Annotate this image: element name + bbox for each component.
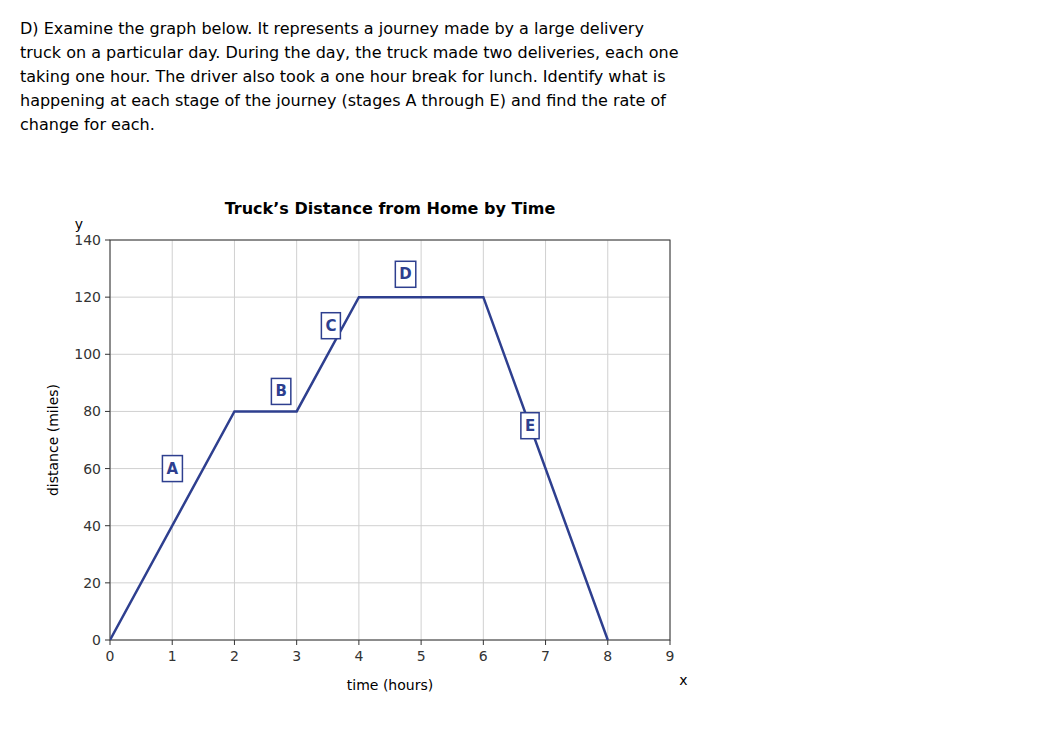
text-line: change for each.: [20, 115, 155, 134]
grid-line-y: [110, 411, 670, 412]
chart-title: Truck’s Distance from Home by Time: [225, 199, 556, 218]
tick-label-x: 9: [666, 648, 675, 664]
text-line: D) Examine the graph below. It represent…: [20, 19, 644, 38]
stage-label: C: [325, 317, 336, 335]
grid-line-x: [296, 240, 297, 640]
x-axis-label: time (hours): [347, 677, 433, 693]
text-line: taking one hour. The driver also took a …: [20, 67, 666, 86]
stage-label: A: [166, 460, 178, 478]
stage-label-group: D: [395, 261, 415, 287]
tick-label-y: 80: [83, 403, 101, 419]
stage-box: [321, 313, 340, 339]
stage-label-group: A: [162, 456, 182, 482]
stage-label-group: B: [271, 378, 290, 404]
tick-label-y: 100: [74, 346, 101, 362]
text-line: happening at each stage of the journey (…: [20, 91, 666, 110]
tick-label-x: 0: [106, 648, 115, 664]
tick-label-y: 0: [92, 632, 101, 648]
stage-label: B: [275, 382, 286, 400]
tick-x: [607, 640, 608, 645]
stage-box: [521, 413, 539, 439]
stage-label: D: [399, 265, 411, 283]
tick-x: [296, 640, 297, 645]
plot-frame: [110, 240, 670, 640]
data-group: [110, 297, 608, 640]
grid: [110, 240, 670, 640]
tick-y: [105, 297, 110, 298]
grid-line-x: [421, 240, 422, 640]
tick-x: [545, 640, 546, 645]
grid-line-x: [234, 240, 235, 640]
tick-y: [105, 354, 110, 355]
data-line: [110, 297, 608, 640]
grid-line-y: [110, 525, 670, 526]
tick-label-x: 8: [603, 648, 612, 664]
grid-line-y: [110, 354, 670, 355]
tick-y: [105, 240, 110, 241]
stage-label-group: E: [521, 413, 539, 439]
text-line: truck on a particular day. During the da…: [20, 43, 679, 62]
tick-label-x: 2: [230, 648, 239, 664]
tick-x: [358, 640, 359, 645]
tick-label-y: 120: [74, 289, 101, 305]
tick-label-y: 140: [74, 232, 101, 248]
stage-label-group: C: [321, 313, 340, 339]
grid-line-x: [172, 240, 173, 640]
tick-x: [234, 640, 235, 645]
tick-label-x: 5: [417, 648, 426, 664]
tick-label-y: 40: [83, 518, 101, 534]
tick-label-x: 4: [354, 648, 363, 664]
stage-box: [162, 456, 182, 482]
tick-y: [105, 582, 110, 583]
tick-label-y: 60: [83, 461, 101, 477]
tick-label-x: 6: [479, 648, 488, 664]
tick-y: [105, 468, 110, 469]
chart-root: D) Examine the graph below. It represent…: [0, 0, 1045, 740]
tick-x: [421, 640, 422, 645]
grid-line-x: [607, 240, 608, 640]
tick-y: [105, 411, 110, 412]
tick-x: [172, 640, 173, 645]
stage-box: [271, 378, 290, 404]
stage-label: E: [525, 417, 535, 435]
grid-line-x: [545, 240, 546, 640]
axis-annotation: y: [75, 216, 83, 232]
tick-x: [670, 640, 671, 645]
tick-label-x: 1: [168, 648, 177, 664]
tick-label-y: 20: [83, 575, 101, 591]
grid-line-y: [110, 468, 670, 469]
stage-box: [395, 261, 415, 287]
tick-y: [105, 525, 110, 526]
tick-y: [105, 640, 110, 641]
tick-label-x: 3: [292, 648, 301, 664]
tick-x: [110, 640, 111, 645]
tick-x: [483, 640, 484, 645]
text-block: D) Examine the graph below. It represent…: [20, 19, 679, 134]
axis-annotation: x: [679, 672, 687, 688]
y-axis-label: distance (miles): [45, 384, 61, 496]
tick-label-x: 7: [541, 648, 550, 664]
